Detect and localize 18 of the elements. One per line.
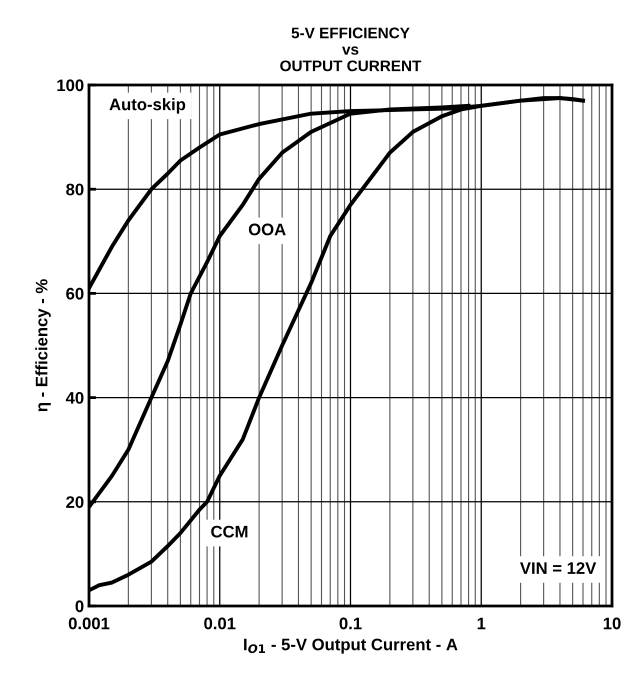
x-tick-label: 0.01 [204, 618, 236, 630]
series-label: OOA [248, 224, 286, 236]
x-tick-label: 0.001 [68, 618, 110, 630]
x-tick-label: 10 [604, 618, 621, 630]
text: Auto-skip [109, 98, 186, 114]
x-axis-title: I$_{O1}$ - 5-V Output Current - A [244, 638, 458, 654]
chart-title: 5-V EFFICIENCY vs OUTPUT CURRENT [280, 28, 422, 72]
y-tick-label: 100 [57, 79, 84, 92]
y-tick-label: 80 [66, 184, 84, 196]
y-tick-label: 0 [76, 600, 84, 612]
y-tick-label: 40 [66, 392, 84, 404]
series-label: CCM [211, 526, 248, 538]
x-tick-label: 1 [478, 618, 486, 630]
y-tick-label: 60 [66, 288, 84, 300]
y-tick-label: 20 [66, 496, 84, 508]
annotation: VIN = 12V [520, 562, 596, 574]
y-axis-title: η - Efficiency - % [35, 279, 51, 412]
x-tick-label: 0.1 [340, 618, 362, 630]
